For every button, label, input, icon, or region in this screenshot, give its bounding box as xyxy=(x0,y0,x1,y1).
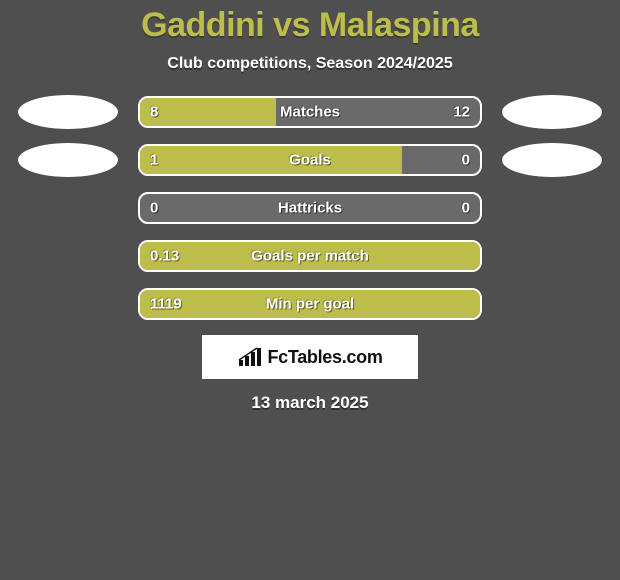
stat-label: Hattricks xyxy=(278,200,342,217)
stat-row: 0 Hattricks 0 xyxy=(0,191,620,225)
stat-right-value: 0 xyxy=(462,152,470,169)
stat-bar-min-per-goal: 1119 Min per goal xyxy=(138,288,482,320)
stat-row: 1 Goals 0 xyxy=(0,143,620,177)
player-right-marker xyxy=(502,95,602,129)
subtitle: Club competitions, Season 2024/2025 xyxy=(0,55,620,73)
stat-label: Min per goal xyxy=(266,296,354,313)
stat-bar-fill xyxy=(140,98,276,126)
stat-row: 1119 Min per goal xyxy=(0,287,620,321)
stat-left-value: 1119 xyxy=(150,296,182,313)
source-logo: FcTables.com xyxy=(202,335,418,379)
stat-label: Goals per match xyxy=(251,248,369,265)
stat-bar-fill xyxy=(140,146,402,174)
stat-bar-goals: 1 Goals 0 xyxy=(138,144,482,176)
stat-left-value: 8 xyxy=(150,104,158,121)
stat-bar-hattricks: 0 Hattricks 0 xyxy=(138,192,482,224)
stat-label: Matches xyxy=(280,104,340,121)
logo-text: FcTables.com xyxy=(267,347,382,368)
stat-label: Goals xyxy=(289,152,331,169)
stat-left-value: 0.13 xyxy=(150,248,179,265)
player-left-marker xyxy=(18,95,118,129)
stat-row: 0.13 Goals per match xyxy=(0,239,620,273)
stat-left-value: 0 xyxy=(150,200,158,217)
stat-right-value: 12 xyxy=(453,104,470,121)
page-title: Gaddini vs Malaspina xyxy=(0,6,620,45)
stat-left-value: 1 xyxy=(150,152,158,169)
bars-icon xyxy=(237,346,263,368)
player-right-marker xyxy=(502,143,602,177)
comparison-card: Gaddini vs Malaspina Club competitions, … xyxy=(0,0,620,413)
stat-bar-matches: 8 Matches 12 xyxy=(138,96,482,128)
stat-right-value: 0 xyxy=(462,200,470,217)
player-left-marker xyxy=(18,143,118,177)
stat-bar-goals-per-match: 0.13 Goals per match xyxy=(138,240,482,272)
stat-row: 8 Matches 12 xyxy=(0,95,620,129)
date-text: 13 march 2025 xyxy=(0,393,620,413)
